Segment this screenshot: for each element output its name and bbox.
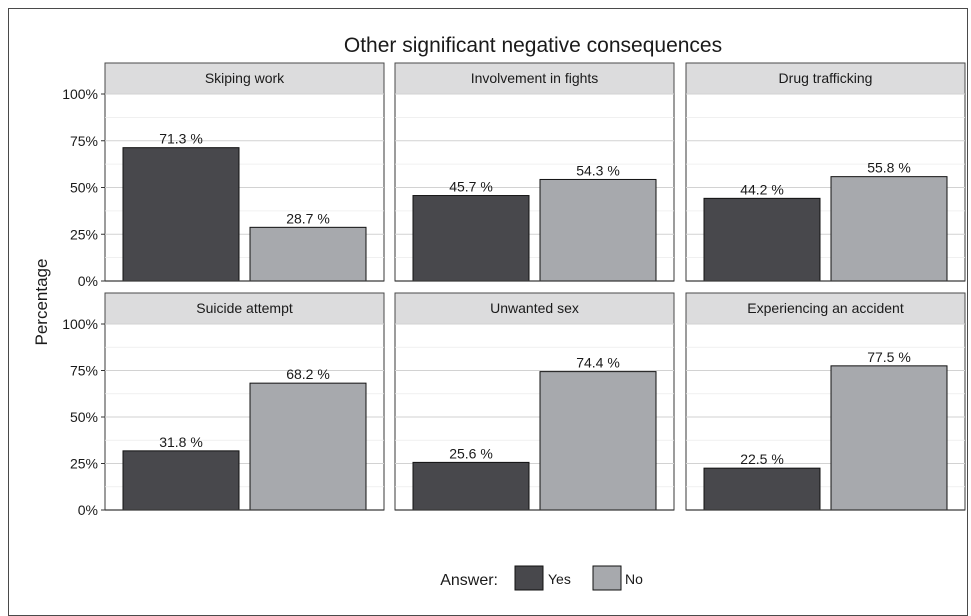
bar-value-label: 54.3 % [576,162,620,178]
panel-title: Experiencing an accident [747,300,904,316]
y-tick-label: 0% [78,273,98,289]
y-tick-label: 25% [70,226,98,242]
bar-no [249,226,367,282]
bar-yes [412,195,530,282]
bar-yes [703,467,821,511]
legend-title: Answer: [440,572,498,589]
bar-value-label: 44.2 % [740,181,784,197]
bar-value-label: 68.2 % [286,366,330,382]
bar-yes [703,197,821,282]
bar-value-label: 55.8 % [867,160,911,176]
bar-value-label: 74.4 % [576,355,620,371]
y-axis-label: Percentage [32,259,51,346]
panel-strip [685,62,966,95]
bar-value-label: 31.8 % [159,434,203,450]
bar-value-label: 77.5 % [867,349,911,365]
bar-no [830,365,948,511]
panel-title: Drug trafficking [779,70,873,86]
bar-yes [122,147,240,282]
panel-strip [394,62,675,95]
legend-swatch-yes [514,565,544,591]
bar-no [539,371,657,511]
legend: Answer: Yes No [440,565,643,591]
y-tick-label: 75% [70,133,98,149]
y-tick-label: 25% [70,456,98,472]
y-tick-label: 50% [70,409,98,425]
bar-no [830,176,948,282]
y-tick-label: 50% [70,180,98,196]
y-tick-label: 100% [62,86,98,102]
y-tick-label: 100% [62,316,98,332]
bar-no [539,178,657,282]
bar-no [249,382,367,511]
panel-strip [394,292,675,325]
bar-yes [122,450,240,511]
panel-title: Skiping work [205,70,285,86]
legend-label-yes: Yes [548,571,571,587]
y-tick-label: 0% [78,502,98,518]
panel-title: Involvement in fights [471,70,599,86]
panel-strip [104,62,385,95]
legend-label-no: No [625,571,643,587]
panel-title: Unwanted sex [490,300,579,316]
bar-value-label: 22.5 % [740,451,784,467]
bar-value-label: 28.7 % [286,210,330,226]
bar-value-label: 25.6 % [449,445,493,461]
legend-swatch-no [592,565,622,591]
panel-title: Suicide attempt [196,300,293,316]
chart-title: Other significant negative consequences [344,34,722,57]
bar-value-label: 45.7 % [449,179,493,195]
bar-value-label: 71.3 % [159,131,203,147]
panel-strip [104,292,385,325]
y-tick-label: 75% [70,363,98,379]
bar-yes [412,461,530,511]
